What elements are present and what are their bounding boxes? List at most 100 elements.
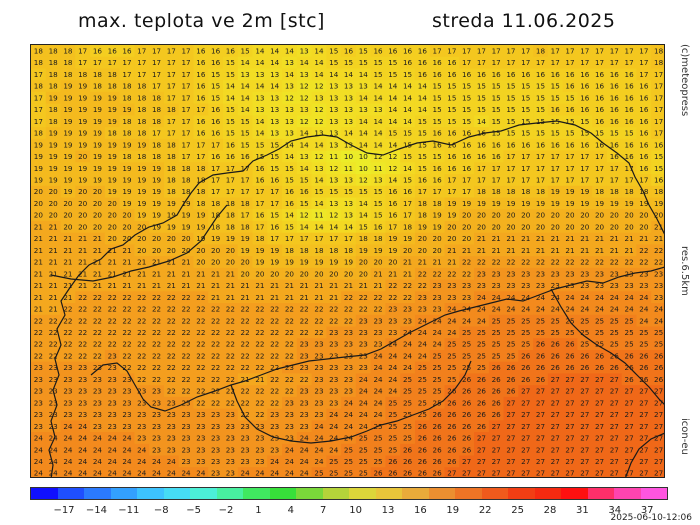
- temperature-value: 22: [344, 305, 353, 314]
- temperature-value: 22: [521, 258, 530, 267]
- temperature-value: 12: [359, 175, 368, 184]
- temperature-cell: [474, 80, 490, 93]
- temperature-value: 17: [477, 164, 486, 173]
- temperature-value: 23: [167, 422, 176, 431]
- temperature-value: 19: [388, 246, 398, 255]
- temperature-cell: [414, 91, 431, 105]
- temperature-value: 21: [63, 293, 72, 302]
- temperature-cell: [621, 80, 638, 93]
- temperature-value: 19: [433, 222, 443, 231]
- temperature-value: 15: [521, 129, 530, 138]
- temperature-value: 16: [625, 70, 635, 79]
- colorbar-segment: [614, 488, 641, 499]
- temperature-value: 23: [403, 305, 412, 314]
- temperature-value: 20: [241, 258, 251, 267]
- temperature-value: 22: [152, 328, 161, 337]
- temperature-value: 21: [300, 281, 309, 290]
- temperature-cell: [370, 91, 387, 105]
- temperature-value: 23: [122, 387, 131, 396]
- temperature-value: 26: [418, 445, 428, 454]
- temperature-value: 16: [625, 82, 635, 91]
- temperature-cell: [75, 45, 91, 58]
- temperature-value: 21: [122, 246, 131, 255]
- temperature-value: 17: [506, 58, 515, 67]
- temperature-value: 25: [433, 375, 442, 384]
- temperature-value: 23: [196, 445, 205, 454]
- temperature-value: 21: [196, 269, 205, 278]
- temperature-value: 13: [300, 105, 309, 114]
- temperature-value: 22: [196, 398, 205, 407]
- temperature-value: 25: [477, 340, 486, 349]
- temperature-cell: [119, 103, 135, 116]
- temperature-value: 17: [625, 46, 634, 55]
- temperature-value: 18: [654, 46, 664, 55]
- temperature-value: 21: [226, 293, 235, 302]
- temperature-value: 18: [122, 152, 132, 161]
- temperature-value: 25: [388, 445, 397, 454]
- temperature-value: 22: [241, 351, 250, 360]
- temperature-value: 21: [49, 305, 58, 314]
- temperature-cell: [592, 45, 608, 58]
- temperature-cell: [296, 91, 313, 105]
- temperature-value: 21: [34, 258, 43, 267]
- temperature-value: 27: [580, 434, 589, 443]
- temperature-value: 14: [477, 117, 487, 126]
- temperature-cell: [134, 127, 150, 140]
- temperature-value: 22: [255, 398, 264, 407]
- temperature-value: 16: [595, 105, 605, 114]
- temperature-cell: [414, 103, 431, 116]
- temperature-value: 26: [477, 410, 487, 419]
- colorbar-segment: [190, 488, 217, 499]
- temperature-value: 22: [122, 340, 131, 349]
- temperature-value: 15: [373, 199, 382, 208]
- temperature-cell: [134, 80, 150, 93]
- temperature-cell: [252, 80, 268, 93]
- temperature-cell: [606, 103, 623, 116]
- temperature-value: 19: [108, 117, 118, 126]
- temperature-value: 14: [403, 117, 413, 126]
- temperature-value: 24: [477, 293, 487, 302]
- temperature-value: 15: [255, 140, 264, 149]
- temperature-value: 15: [477, 105, 486, 114]
- temperature-value: 17: [536, 152, 545, 161]
- temperature-value: 17: [241, 175, 250, 184]
- temperature-value: 25: [506, 340, 515, 349]
- temperature-value: 23: [181, 457, 190, 466]
- temperature-value: 19: [418, 222, 428, 231]
- temperature-cell: [267, 80, 283, 93]
- temperature-value: 22: [196, 328, 205, 337]
- temperature-value: 23: [388, 328, 397, 337]
- temperature-value: 24: [122, 457, 132, 466]
- temperature-cell: [651, 80, 664, 93]
- temperature-value: 24: [108, 445, 118, 454]
- temperature-value: 23: [226, 445, 235, 454]
- temperature-value: 16: [418, 175, 428, 184]
- temperature-value: 27: [580, 387, 589, 396]
- temperature-value: 12: [329, 164, 338, 173]
- temperature-value: 26: [403, 457, 413, 466]
- temperature-cell: [75, 80, 91, 93]
- colorbar-segment: [561, 488, 588, 499]
- temperature-value: 19: [63, 164, 73, 173]
- temperature-value: 13: [329, 105, 338, 114]
- temperature-cell: [651, 56, 664, 70]
- temperature-cell: [222, 115, 239, 128]
- temperature-cell: [237, 115, 254, 128]
- temperature-value: 23: [300, 340, 309, 349]
- temperature-cell: [488, 91, 505, 105]
- temperature-value: 20: [521, 211, 531, 220]
- temperature-value: 27: [654, 469, 663, 478]
- temperature-value: 11: [314, 211, 323, 220]
- temperature-cell: [119, 91, 135, 105]
- temperature-value: 26: [580, 351, 590, 360]
- temperature-value: 23: [329, 363, 338, 372]
- temperature-value: 22: [167, 305, 176, 314]
- temperature-value: 22: [152, 293, 161, 302]
- temperature-value: 23: [654, 281, 663, 290]
- temperature-value: 27: [565, 469, 574, 478]
- temperature-value: 15: [610, 129, 619, 138]
- temperature-value: 19: [122, 175, 132, 184]
- temperature-value: 16: [639, 93, 649, 102]
- temperature-value: 21: [270, 281, 279, 290]
- temperature-value: 18: [93, 82, 103, 91]
